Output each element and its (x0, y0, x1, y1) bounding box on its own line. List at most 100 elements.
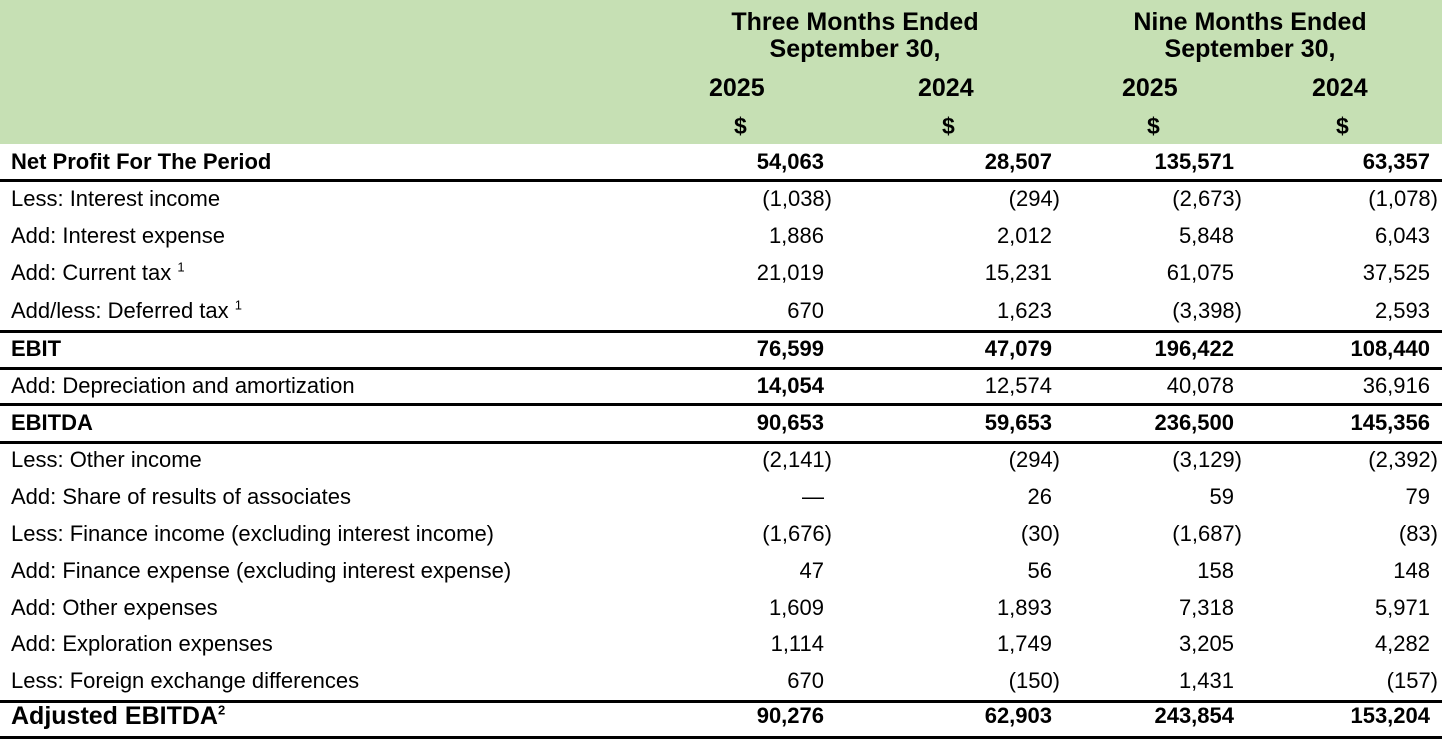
row-label-text: Add/less: Deferred tax (11, 298, 235, 323)
row-label: Add/less: Deferred tax 1 (11, 298, 242, 324)
value-cell: (3,398) (1172, 298, 1242, 323)
row-label: Add: Share of results of associates (11, 484, 351, 510)
value-cell: (83) (1398, 521, 1438, 546)
table-row: Adjusted EBITDA2 90,276 62,903 243,854 153,2… (0, 703, 1442, 731)
year-header: 2025 (1122, 74, 1178, 102)
value-cell: 158 (1197, 558, 1234, 583)
value-cell: 1,623 (996, 298, 1052, 323)
row-label: EBITDA (11, 410, 93, 436)
table-row: Add/less: Deferred tax 1 670 1,623 (3,398) 2… (0, 298, 1442, 326)
value-cell: 15,231 (984, 260, 1052, 285)
value-cell: 196,422 (1154, 336, 1234, 361)
value-cell: (3,129) (1172, 447, 1242, 472)
value-cell: 108,440 (1350, 336, 1430, 361)
table-row: Add: Finance expense (excluding interest… (0, 558, 1442, 586)
value-cell: 670 (787, 298, 824, 323)
row-divider (0, 367, 1442, 370)
currency-header: $ (942, 113, 955, 139)
value-cell: 243,854 (1154, 703, 1234, 728)
table-row: Less: Other income (2,141) (294) (3,129) (2,… (0, 447, 1442, 475)
table-row: Add: Interest expense 1,886 2,012 5,848 6,04… (0, 223, 1442, 251)
row-label: Less: Finance income (excluding interest… (11, 521, 494, 547)
row-label-text: Add: Exploration expenses (11, 631, 273, 656)
value-cell: 1,431 (1178, 668, 1234, 693)
value-cell: 61,075 (1166, 260, 1234, 285)
row-label: Add: Finance expense (excluding interest… (11, 558, 511, 584)
table-row: Less: Finance income (excluding interest… (0, 521, 1442, 549)
row-label: Adjusted EBITDA2 (11, 703, 225, 729)
row-label: Add: Other expenses (11, 595, 218, 621)
value-cell: 145,356 (1350, 410, 1430, 435)
value-cell: (150) (1008, 668, 1060, 693)
row-label-text: Adjusted EBITDA (11, 702, 218, 730)
value-cell: 56 (1027, 558, 1052, 583)
row-label: Add: Interest expense (11, 223, 225, 249)
value-cell: (294) (1008, 186, 1060, 211)
value-cell: (1,038) (762, 186, 832, 211)
header-group-nine-months: Nine Months Ended September 30, (1095, 9, 1405, 63)
value-cell: 2,012 (996, 223, 1052, 248)
footnote-marker: 2 (217, 702, 226, 718)
row-label-text: Add: Interest expense (11, 223, 226, 248)
row-label-text: EBITDA (11, 410, 93, 435)
currency-header: $ (734, 113, 747, 139)
row-label: Less: Other income (11, 447, 202, 473)
value-cell: (1,078) (1368, 186, 1438, 211)
row-label-text: Add: Current tax (11, 260, 178, 285)
table-row: Add: Share of results of associates — 26 59… (0, 484, 1442, 512)
value-cell: 1,609 (768, 595, 824, 620)
row-label-text: Less: Other income (11, 447, 202, 472)
value-cell: 6,043 (1374, 223, 1430, 248)
header-group-three-months: Three Months Ended September 30, (700, 9, 1010, 63)
row-divider (0, 441, 1442, 444)
row-label: Net Profit For The Period (11, 149, 271, 175)
row-label-text: Net Profit For The Period (11, 149, 272, 174)
value-cell: 62,903 (984, 703, 1052, 728)
value-cell: 670 (787, 668, 824, 693)
row-label: Add: Depreciation and amortization (11, 373, 355, 399)
value-cell: (1,676) (762, 521, 832, 546)
table-row: Add: Other expenses 1,609 1,893 7,318 5,971 (0, 595, 1442, 623)
value-cell: (30) (1020, 521, 1060, 546)
value-cell: 28,507 (984, 149, 1052, 174)
value-cell: (157) (1386, 668, 1438, 693)
value-cell: 5,848 (1178, 223, 1234, 248)
value-cell: 1,893 (996, 595, 1052, 620)
row-label-text: Less: Foreign exchange differences (11, 668, 360, 693)
value-cell: (2,392) (1368, 447, 1438, 472)
value-cell: 54,063 (756, 149, 824, 174)
row-label-text: Less: Interest income (11, 186, 221, 211)
row-divider (0, 700, 1442, 703)
table-row: Add: Depreciation and amortization 14,054… (0, 373, 1442, 401)
table-row: Less: Interest income (1,038) (294) (2,673)… (0, 186, 1442, 214)
year-header: 2025 (709, 74, 765, 102)
value-cell: 79 (1405, 484, 1430, 509)
table-header: Three Months Ended September 30, Nine Mo… (0, 0, 1442, 144)
value-cell: — (802, 484, 824, 509)
value-cell: 236,500 (1154, 410, 1234, 435)
header-group-line: September 30, (769, 35, 941, 63)
row-divider (0, 403, 1442, 406)
header-group-line: September 30, (1164, 35, 1336, 63)
currency-header: $ (1147, 113, 1160, 139)
table-row: EBIT 76,599 47,079 196,422 108,440 (0, 336, 1442, 364)
row-label-text: Add: Share of results of associates (11, 484, 351, 509)
row-label-text: Less: Finance income (excluding interest… (11, 521, 495, 546)
row-divider (0, 330, 1442, 333)
value-cell: 12,574 (984, 373, 1052, 398)
value-cell: 14,054 (756, 373, 824, 398)
row-divider (0, 179, 1442, 182)
row-divider (0, 736, 1442, 739)
row-label: Less: Interest income (11, 186, 220, 212)
value-cell: 1,749 (996, 631, 1052, 656)
value-cell: 153,204 (1350, 703, 1430, 728)
value-cell: (294) (1008, 447, 1060, 472)
table-row: Add: Current tax 1 21,019 15,231 61,075 37,5… (0, 260, 1442, 288)
footnote-marker: 1 (177, 259, 185, 275)
value-cell: 135,571 (1154, 149, 1234, 174)
table-row: Net Profit For The Period 54,063 28,507 135… (0, 149, 1442, 177)
value-cell: 59,653 (984, 410, 1052, 435)
value-cell: 90,276 (756, 703, 824, 728)
table-row: Add: Exploration expenses 1,114 1,749 3,205… (0, 631, 1442, 659)
